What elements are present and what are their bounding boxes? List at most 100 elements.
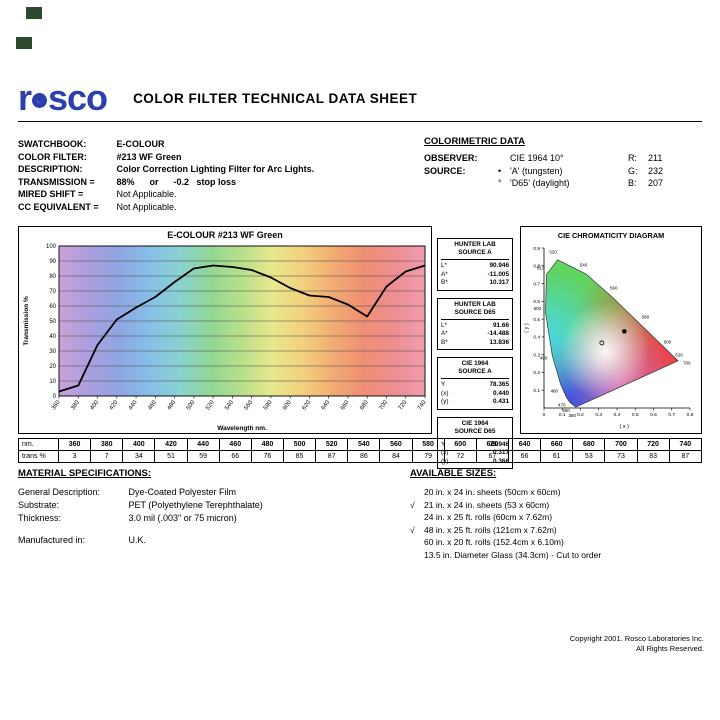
svg-text:0.2: 0.2: [533, 370, 540, 376]
colorimetric-data: COLORIMETRIC DATA OBSERVER: CIE 1964 10°…: [424, 136, 704, 190]
transmission-label: TRANSMISSION =: [18, 176, 95, 187]
lab-row: (y) 0.431: [441, 398, 509, 405]
green-label: G:: [628, 165, 638, 176]
swatchbook-label: SWATCHBOOK:: [18, 139, 87, 149]
transmission-table: nm. 360 380 400 420 440 460 480 500 520 540 560 580 6…: [18, 438, 703, 463]
logo-lens-icon: [32, 92, 48, 108]
wavelength-label: 560: [610, 286, 618, 291]
size-item: √ 21 in. x 24 in. sheets (53 x 60cm): [410, 499, 550, 510]
check-mark: √: [410, 524, 415, 535]
transmission-value-row: trans % 3 7 34 51 59 66 76 85 87 86 84 79 72 67 66 61 53 7…: [18, 450, 703, 463]
wavelength-label: 510: [537, 265, 545, 270]
lab-row: A* -14.488: [441, 330, 509, 337]
cc-equivalent-row: CC EQUIVALENT = Not Applicable.: [18, 201, 418, 214]
lab-box-title-line2: SOURCE D65: [454, 427, 496, 435]
transmission-cell: 34: [122, 450, 156, 463]
svg-text:0.1: 0.1: [559, 412, 566, 418]
transmission-cell: 87: [315, 450, 349, 463]
svg-text:480: 480: [167, 399, 178, 411]
observer-label: OBSERVER:: [424, 153, 478, 163]
swatchbook-value: E-COLOUR: [116, 139, 165, 149]
x-axis: 360 380 400 420 440 460 480 500 520 540 560 580 600 6…: [51, 396, 428, 411]
wavelength-cell: 700: [604, 438, 638, 451]
wavelength-cell: 620: [475, 438, 509, 451]
wavelength-cell: 400: [122, 438, 156, 451]
lab-box-title-line1: CIE 1964: [461, 419, 489, 427]
wavelength-cell: 720: [636, 438, 670, 451]
general-description-row: General Description: Dye-Coated Polyeste…: [18, 486, 398, 499]
svg-text:0.2: 0.2: [577, 412, 584, 418]
size-item: 20 in. x 24 in. sheets (50cm x 60cm): [424, 487, 561, 497]
blue-label: B:: [628, 178, 637, 188]
svg-text:0.1: 0.1: [533, 388, 540, 394]
wavelength-cell: 540: [347, 438, 381, 451]
manufactured-in-row: Manufactured in: U.K.: [18, 534, 398, 547]
thickness-label: Thickness:: [18, 513, 62, 523]
svg-text:400: 400: [90, 399, 101, 411]
cie-y-axis-title: ( y ): [524, 323, 530, 333]
lab-box-title-line1: HUNTER LAB: [454, 241, 496, 248]
thickness-row: Thickness: 3.0 mil (.003" or 75 micron): [18, 512, 398, 525]
size-item: 13.5 in. Diameter Glass (34.3cm) - Cut t…: [424, 549, 602, 560]
nm-row-label: nm.: [18, 438, 59, 451]
cie-diagram-title: CIE CHROMATICITY DIAGRAM: [557, 231, 665, 240]
lab-row: L* 91.66: [441, 321, 509, 329]
lab-row: A* -11.005: [441, 270, 509, 278]
svg-text:0.8: 0.8: [687, 412, 694, 418]
logo-text-left: r: [18, 77, 32, 118]
svg-text:0.4: 0.4: [533, 335, 540, 341]
wavelength-cell: 440: [186, 438, 220, 451]
svg-text:20: 20: [49, 364, 56, 370]
transmission-cell: 61: [540, 450, 574, 463]
lab-box-title-line2: SOURCE A: [458, 249, 492, 256]
svg-text:80: 80: [49, 274, 56, 280]
cie-chromaticity-diagram: CIE CHROMATICITY DIAGRAM 0 0.1 0.2 0.3 0.4 0.…: [520, 226, 702, 434]
mired-shift-value: Not Applicable.: [116, 189, 177, 199]
wavelength-label: 380: [568, 413, 576, 418]
svg-text:10: 10: [49, 379, 56, 385]
svg-text:740: 740: [417, 399, 428, 411]
cie-1964-source-a-box: CIE 1964 SOURCE A Y 78.365 (x) 0.440 (y) 0.…: [437, 357, 513, 410]
wavelength-label: 700: [683, 361, 691, 366]
lab-box-title-line1: HUNTER LAB: [454, 300, 496, 308]
red-value: 211: [648, 153, 663, 163]
spectral-locus: [545, 259, 679, 408]
copyright-line2: All Rights Reserved.: [636, 643, 704, 653]
size-item: √ 48 in. x 25 ft. rolls (121cm x 7.62m): [410, 524, 557, 535]
svg-text:620: 620: [301, 399, 312, 411]
colorimetric-title: COLORIMETRIC DATA: [424, 136, 525, 147]
cie-x-axis-title: ( x ): [620, 424, 630, 430]
copyright-line1: Copyright 2001. Rosco Laboratories Inc.: [569, 634, 704, 643]
svg-text:0.7: 0.7: [533, 281, 540, 287]
material-specifications: MATERIAL SPECIFICATIONS: General Descrip…: [18, 468, 398, 547]
svg-text:660: 660: [340, 399, 351, 411]
svg-text:720: 720: [398, 399, 409, 411]
wavelength-cell: 500: [282, 438, 317, 451]
wavelength-cell: 480: [250, 438, 284, 451]
mired-shift-label: MIRED SHIFT =: [18, 189, 84, 199]
transmission-cell: 66: [507, 450, 542, 463]
source-d65-bullet-icon: °: [498, 178, 502, 188]
lab-box-title-line1: CIE 1964: [461, 360, 489, 367]
source-a-value: 'A' (tungsten): [510, 165, 563, 176]
page-title: COLOR FILTER TECHNICAL DATA SHEET: [133, 90, 418, 106]
mired-shift-row: MIRED SHIFT = Not Applicable.: [18, 188, 418, 201]
svg-text:0.3: 0.3: [595, 412, 602, 418]
wavelength-cell: 460: [218, 438, 252, 451]
transmission-chart-title: E-COLOUR #213 WF Green: [167, 230, 283, 240]
svg-text:60: 60: [49, 304, 56, 310]
transmission-value: 88% or -0.2 stop loss: [116, 176, 237, 187]
logo-text-right: sco: [48, 77, 108, 118]
transmission-curve: [58, 264, 426, 393]
swatchbook-row: SWATCHBOOK: E-COLOUR: [18, 138, 418, 151]
svg-text:70: 70: [49, 289, 56, 295]
header-divider: [18, 121, 702, 122]
rosco-logo: r sco: [18, 77, 108, 118]
color-filter-row: COLOR FILTER: #213 WF Green: [18, 151, 418, 164]
svg-text:0.7: 0.7: [668, 412, 675, 418]
svg-text:50: 50: [49, 319, 56, 325]
color-filter-value: #213 WF Green: [116, 151, 182, 162]
wavelength-cell: 380: [90, 438, 124, 451]
description-row: DESCRIPTION: Color Correction Lighting F…: [18, 163, 418, 176]
description-value: Color Correction Lighting Filter for Arc…: [116, 164, 315, 174]
